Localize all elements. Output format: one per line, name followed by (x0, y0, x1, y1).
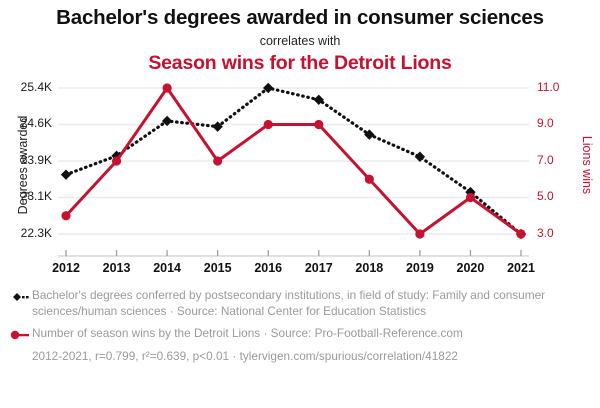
legend-item-wins: Number of season wins by the Detroit Lio… (8, 326, 600, 342)
data-point (516, 229, 526, 239)
correlation-chart: Degrees awarded Lions wins 22.3K 23.1K 23.… (0, 80, 600, 280)
left-axis-tick-label: 23.1K (20, 189, 52, 204)
x-axis-tick-label: 2019 (405, 260, 434, 275)
series-line-2 (64, 86, 523, 236)
legend-label-degrees: Bachelor's degrees conferred by postseco… (32, 288, 546, 318)
right-axis-tick-label: 3.0 (537, 225, 554, 240)
dotted-diamond-key-icon (8, 290, 32, 304)
x-axis-tick-label: 2018 (355, 260, 384, 275)
data-point (313, 94, 324, 105)
left-axis-tick-label: 23.9K (20, 152, 52, 167)
data-point (414, 151, 426, 162)
right-axis-tick-label: 7.0 (537, 152, 554, 167)
x-axis-tick-label: 2013 (102, 260, 131, 275)
data-point (162, 83, 172, 93)
solid-circle-key-icon (8, 328, 32, 342)
left-axis-tick-label: 24.6K (20, 116, 52, 131)
data-point (60, 169, 72, 180)
page-title: Bachelor's degrees awarded in consumer s… (56, 6, 544, 29)
data-point (314, 119, 324, 129)
data-point (263, 119, 273, 129)
data-point (465, 192, 476, 202)
data-point (263, 82, 274, 93)
chart-title-block: Bachelor's degrees awarded in consumer s… (0, 0, 600, 76)
title-connector: correlates with (259, 33, 341, 48)
page-subtitle: Season wins for the Detroit Lions (148, 52, 452, 75)
x-axis-tick-label: 2016 (254, 260, 283, 275)
left-axis-tick-label: 25.4K (20, 79, 52, 94)
x-axis-tick-label: 2020 (456, 260, 485, 275)
legend-label-wins: Number of season wins by the Detroit Lio… (32, 326, 463, 341)
right-axis-tick-label: 11.0 (537, 79, 560, 94)
data-point (111, 156, 122, 166)
x-axis-tick-label: 2014 (153, 260, 182, 275)
x-axis-tick-label: 2017 (304, 260, 333, 275)
chart-footer: Bachelor's degrees conferred by postseco… (0, 288, 600, 365)
data-point (415, 229, 425, 239)
data-point (364, 129, 375, 140)
legend-item-degrees: Bachelor's degrees conferred by postseco… (8, 288, 600, 319)
x-axis-tick-label: 2012 (52, 260, 80, 275)
x-axis-tick-label: 2015 (203, 260, 232, 275)
data-point (161, 115, 173, 126)
correlation-stats-note: 2012-2021, r=0.799, r²=0.639, p<0.01 · t… (32, 349, 458, 364)
x-axis-tick-label: 2021 (507, 260, 535, 275)
left-axis-tick-label: 22.3K (20, 225, 52, 240)
series-line-1 (64, 86, 523, 236)
right-axis-tick-label: 9.0 (537, 116, 554, 131)
data-point (364, 174, 374, 184)
data-point (61, 210, 71, 221)
right-axis-tick-label: 5.0 (537, 189, 554, 204)
data-point (213, 156, 223, 166)
chart-plot-svg (58, 82, 529, 257)
